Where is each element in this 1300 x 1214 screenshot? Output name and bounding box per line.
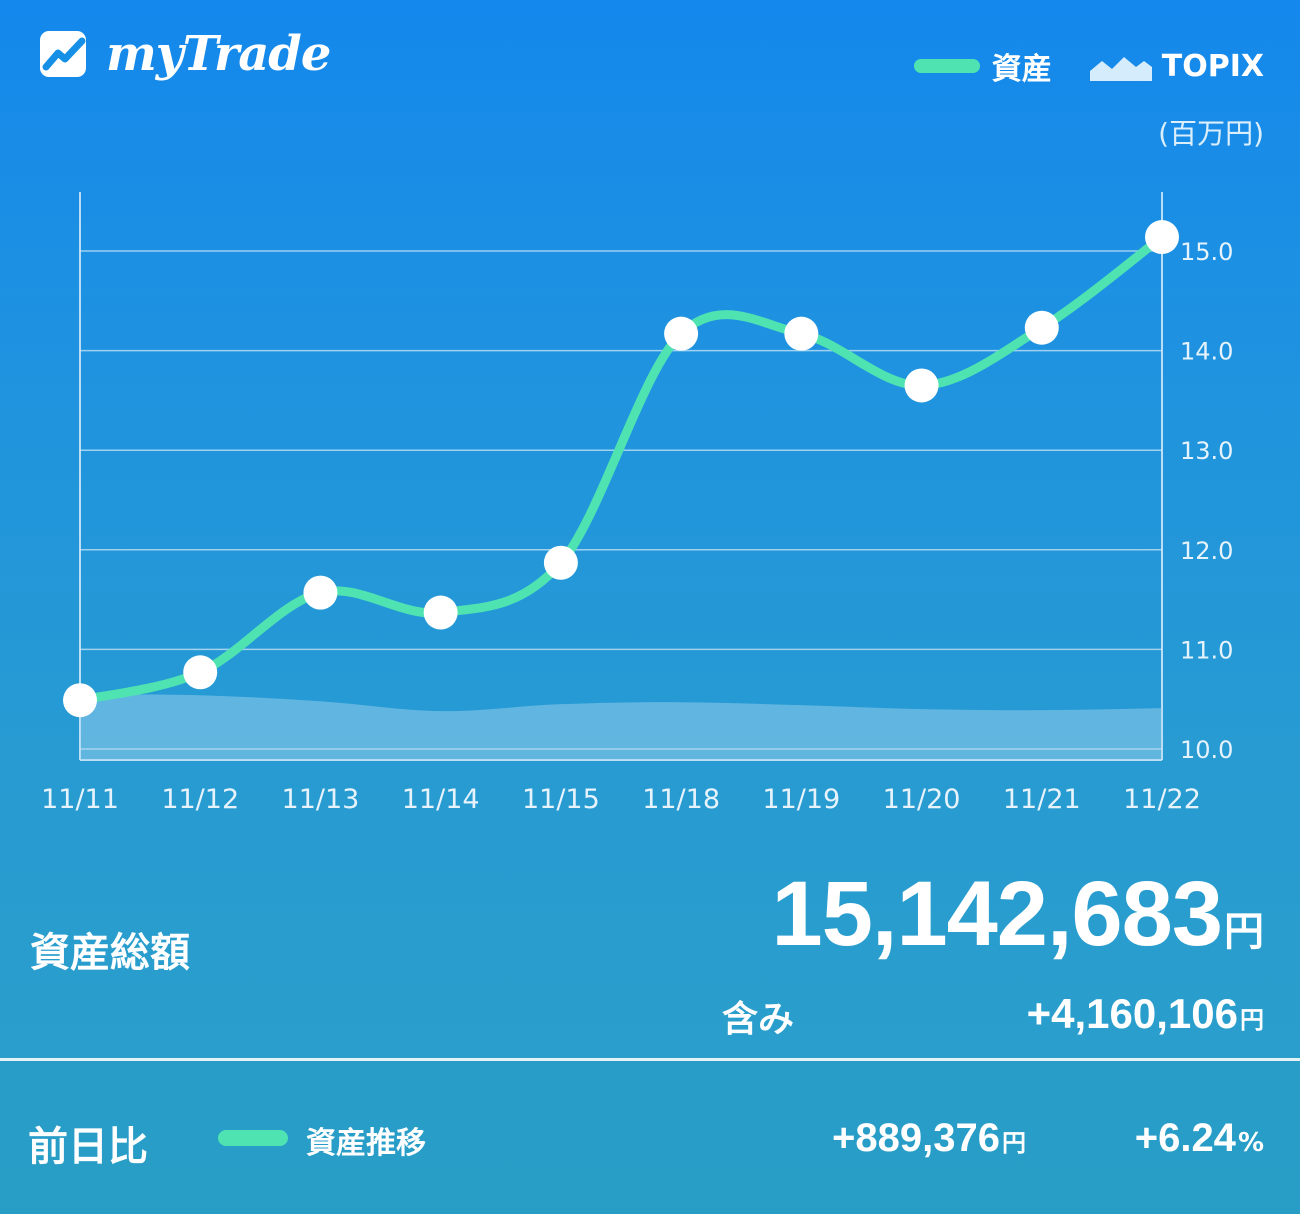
y-tick-label: 14.0 xyxy=(1180,338,1233,366)
topix-area xyxy=(80,694,1162,760)
x-tick-label: 11/18 xyxy=(642,784,720,815)
daily-change-number: +889,376 xyxy=(832,1116,1000,1160)
asset-data-point xyxy=(183,655,218,690)
legend-item-asset: 資産 xyxy=(913,44,1052,88)
daily-change-unit: 円 xyxy=(1002,1129,1026,1157)
daily-change-label: 前日比 xyxy=(28,1124,148,1170)
asset-trend-swatch xyxy=(218,1130,288,1146)
unrealized-gain-unit: 円 xyxy=(1240,1006,1264,1034)
asset-trend-label: 資産推移 xyxy=(306,1126,426,1161)
y-tick-label: 15.0 xyxy=(1180,238,1233,266)
asset-data-point xyxy=(63,683,97,718)
daily-change-percent-unit: % xyxy=(1237,1128,1264,1158)
legend-label-asset: 資産 xyxy=(991,52,1052,87)
x-tick-label: 11/21 xyxy=(1003,784,1081,815)
daily-change-band xyxy=(0,1061,1300,1214)
divider xyxy=(0,1058,1300,1061)
app-logo: myTrade xyxy=(38,26,331,82)
chart-legend: 資産 TOPIX xyxy=(913,44,1264,88)
asset-data-point xyxy=(1024,310,1059,345)
daily-change-amount: +889,376円 xyxy=(700,1116,1026,1161)
y-tick-label: 10.0 xyxy=(1180,736,1233,764)
y-tick-label: 11.0 xyxy=(1180,636,1233,664)
asset-data-point xyxy=(1145,220,1179,255)
y-tick-label: 13.0 xyxy=(1180,437,1233,465)
unrealized-gain-number: +4,160,106 xyxy=(1026,990,1238,1037)
asset-data-point xyxy=(303,575,338,610)
asset-data-point xyxy=(904,368,939,403)
y-tick-label: 12.0 xyxy=(1180,537,1233,565)
total-assets-unit: 円 xyxy=(1224,909,1264,955)
unrealized-gain-label: 含み xyxy=(722,999,795,1040)
x-tick-label: 11/19 xyxy=(762,784,840,815)
trend-square-icon xyxy=(40,31,86,77)
asset-data-point xyxy=(543,545,578,580)
unit-label: (百万円) xyxy=(1158,117,1264,150)
total-assets-label: 資産総額 xyxy=(30,930,190,976)
x-tick-label: 11/13 xyxy=(282,784,360,815)
asset-data-point xyxy=(664,316,699,351)
daily-change-percent-number: +6.24 xyxy=(1134,1116,1236,1160)
asset-data-point xyxy=(423,595,458,630)
area-chart-icon xyxy=(1089,57,1152,81)
x-tick-label: 11/14 xyxy=(402,784,480,815)
logo-text: myTrade xyxy=(106,26,331,82)
legend-label-topix: TOPIX xyxy=(1161,48,1264,84)
asset-line-chart: 10.0 11.0 12.0 13.0 14.0 15.0 11/11 11/12 11/13 1… xyxy=(41,192,1233,815)
total-assets-value: 15,142,683 円 xyxy=(772,862,1264,967)
x-tick-label: 11/11 xyxy=(41,784,119,815)
asset-line xyxy=(75,232,1167,705)
asset-line-swatch xyxy=(913,59,980,73)
x-tick-label: 11/20 xyxy=(883,784,961,815)
x-tick-label: 11/22 xyxy=(1123,784,1201,815)
unrealized-gain-value: +4,160,106 円 xyxy=(1027,990,1264,1038)
total-assets-number: 15,142,683 xyxy=(771,863,1223,965)
legend-item-topix: TOPIX xyxy=(1089,48,1264,84)
asset-data-point xyxy=(784,316,819,351)
daily-change-percent: +6.24% xyxy=(1135,1116,1264,1161)
x-tick-label: 11/12 xyxy=(161,784,239,815)
x-tick-label: 11/15 xyxy=(522,784,600,815)
